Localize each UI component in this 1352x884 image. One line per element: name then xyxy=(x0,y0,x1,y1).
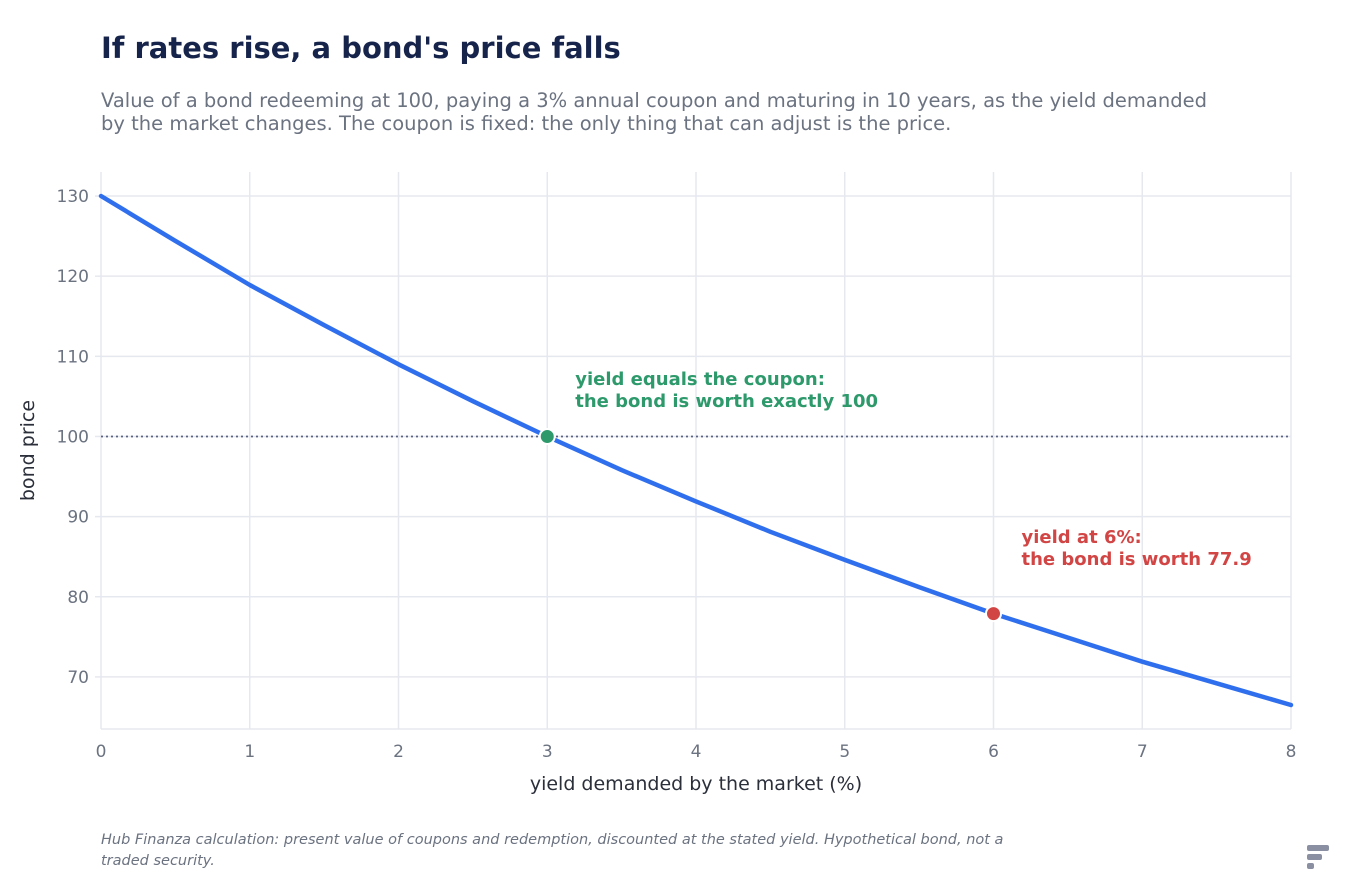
y-tick-label: 130 xyxy=(57,187,89,207)
annotation-label-line-1: yield equals the coupon: xyxy=(575,369,825,390)
y-tick-label: 100 xyxy=(57,427,89,447)
x-tick-label: 7 xyxy=(1137,742,1148,762)
y-tick-label: 120 xyxy=(57,267,89,287)
y-axis-label: bond price xyxy=(17,400,39,501)
series-group xyxy=(98,193,1294,708)
chart-subtitle: Value of a bond redeeming at 100, paying… xyxy=(101,89,1207,135)
source-footnote: Hub Finanza calculation: present value o… xyxy=(101,832,1004,869)
y-tick-label: 90 xyxy=(67,508,89,528)
x-tick-label: 2 xyxy=(393,742,404,762)
annotations-group: yield equals the coupon:the bond is wort… xyxy=(538,369,1252,623)
annotation-label-line-2: the bond is worth 77.9 xyxy=(1022,549,1252,570)
grid-lines xyxy=(100,172,1292,729)
x-tick-label: 5 xyxy=(839,742,850,762)
chart-title: If rates rise, a bond's price falls xyxy=(101,31,621,65)
x-tick-label: 1 xyxy=(244,742,255,762)
price-curve-line xyxy=(98,193,1294,708)
y-tick-label: 80 xyxy=(67,588,89,608)
x-tick-label: 0 xyxy=(96,742,107,762)
y-tick-label: 70 xyxy=(67,668,89,688)
axes: 0 1 2 3 4 5 6 7 8 70 80 90 100 110 120 130 yield demande… xyxy=(17,187,1296,795)
x-tick-label: 3 xyxy=(542,742,553,762)
x-tick-label: 4 xyxy=(691,742,702,762)
annotation-label-line-2: the bond is worth exactly 100 xyxy=(575,391,878,412)
x-tick-label: 6 xyxy=(988,742,999,762)
x-axis-label: yield demanded by the market (%) xyxy=(530,773,862,795)
annotation-label-line-1: yield at 6%: xyxy=(1022,527,1142,548)
annotation-point xyxy=(538,427,556,445)
x-tick-label: 8 xyxy=(1286,742,1297,762)
annotation-point xyxy=(985,605,1002,623)
y-tick-label: 110 xyxy=(57,347,89,367)
hub-finanza-logo-icon xyxy=(1307,845,1329,869)
